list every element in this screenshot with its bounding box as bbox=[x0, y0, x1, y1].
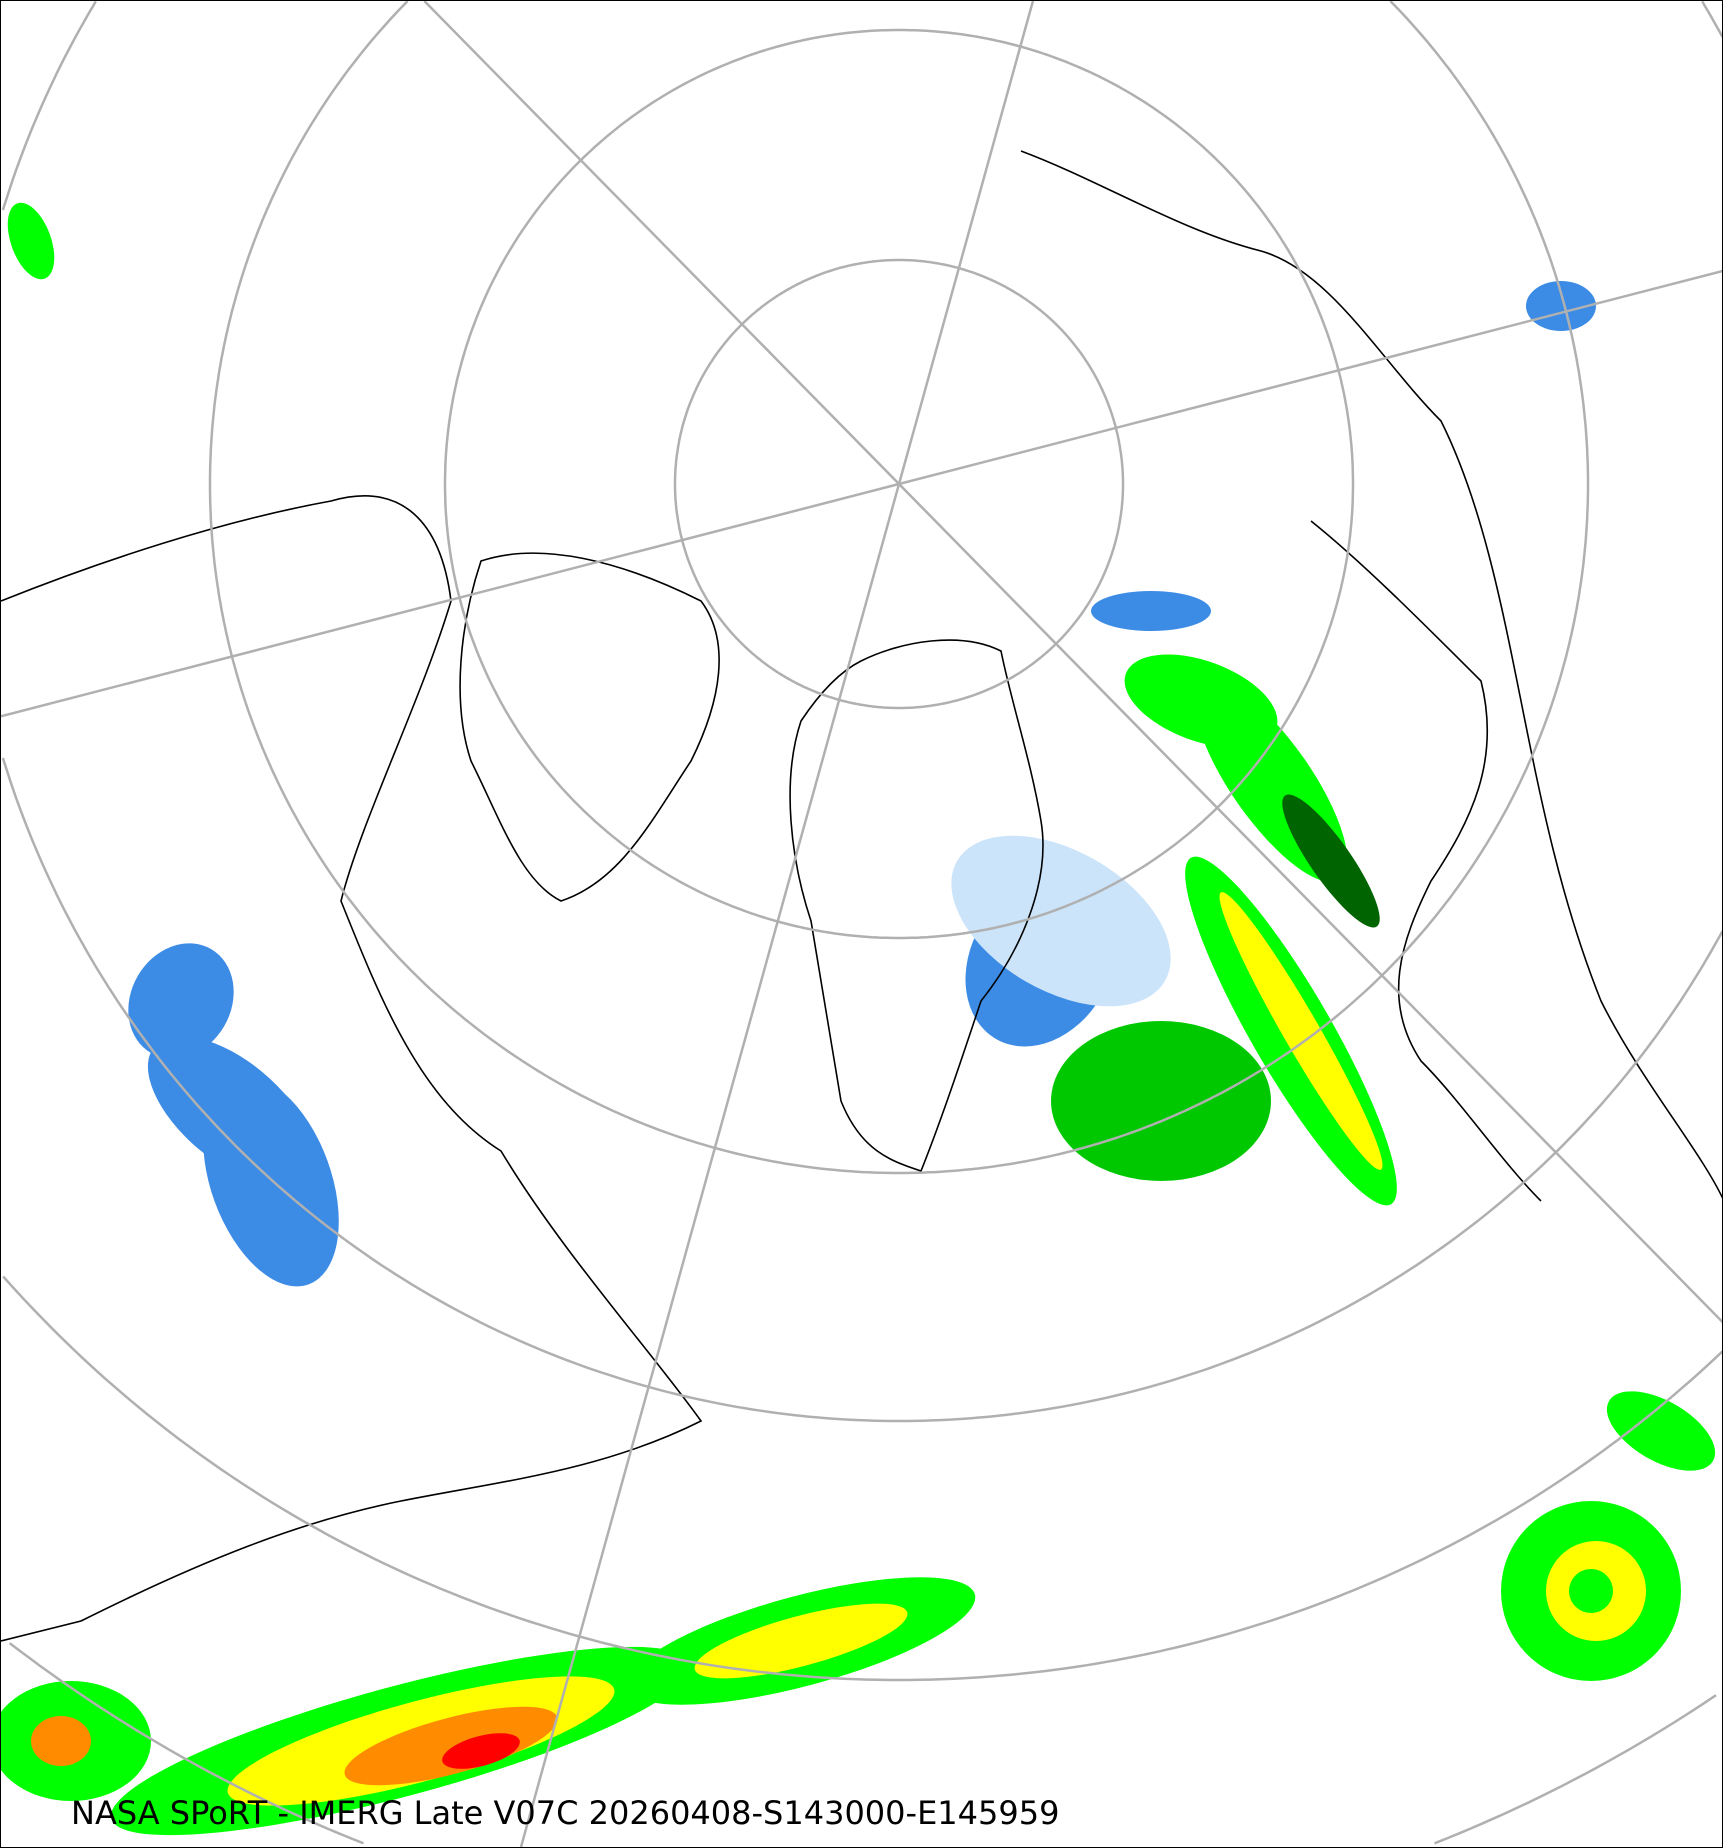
precipitation-area bbox=[694, 1603, 908, 1679]
precipitation-layer bbox=[1, 202, 1716, 1836]
meridian-line bbox=[1, 269, 1722, 718]
meridian-line bbox=[519, 1, 1035, 1847]
precipitation-area bbox=[1091, 591, 1211, 631]
coastlines-layer bbox=[1, 150, 1722, 1642]
precipitation-area bbox=[31, 1716, 91, 1766]
latitude-circle bbox=[208, 1, 1590, 1175]
precipitation-area bbox=[1051, 1021, 1271, 1181]
latitude-circle bbox=[1, 1, 1722, 1423]
precipitation-area bbox=[1282, 794, 1380, 928]
precipitation-area bbox=[442, 1733, 520, 1769]
precipitation-area bbox=[7, 202, 55, 280]
map-caption: NASA SPoRT - IMERG Late V07C 20260408-S1… bbox=[71, 1794, 1060, 1832]
latitude-circle bbox=[2, 1275, 1722, 1682]
latitude-circle bbox=[443, 28, 1355, 940]
latitude-circle bbox=[8, 1642, 1717, 1845]
precipitation-area bbox=[1219, 892, 1383, 1170]
eurasia-coastline bbox=[1020, 150, 1722, 1199]
precipitation-area bbox=[128, 943, 234, 1059]
latitude-circle bbox=[673, 258, 1125, 710]
europe-coastline bbox=[1310, 520, 1542, 1202]
greenland-coastline bbox=[789, 639, 1044, 1172]
canadian-archipelago-coastline bbox=[459, 552, 720, 902]
precipitation-area bbox=[1606, 1391, 1716, 1471]
meridian-line bbox=[423, 1, 1722, 1324]
north-america-coastline bbox=[1, 495, 703, 1642]
precipitation-area bbox=[1569, 1569, 1613, 1613]
precipitation-area bbox=[344, 1706, 558, 1786]
